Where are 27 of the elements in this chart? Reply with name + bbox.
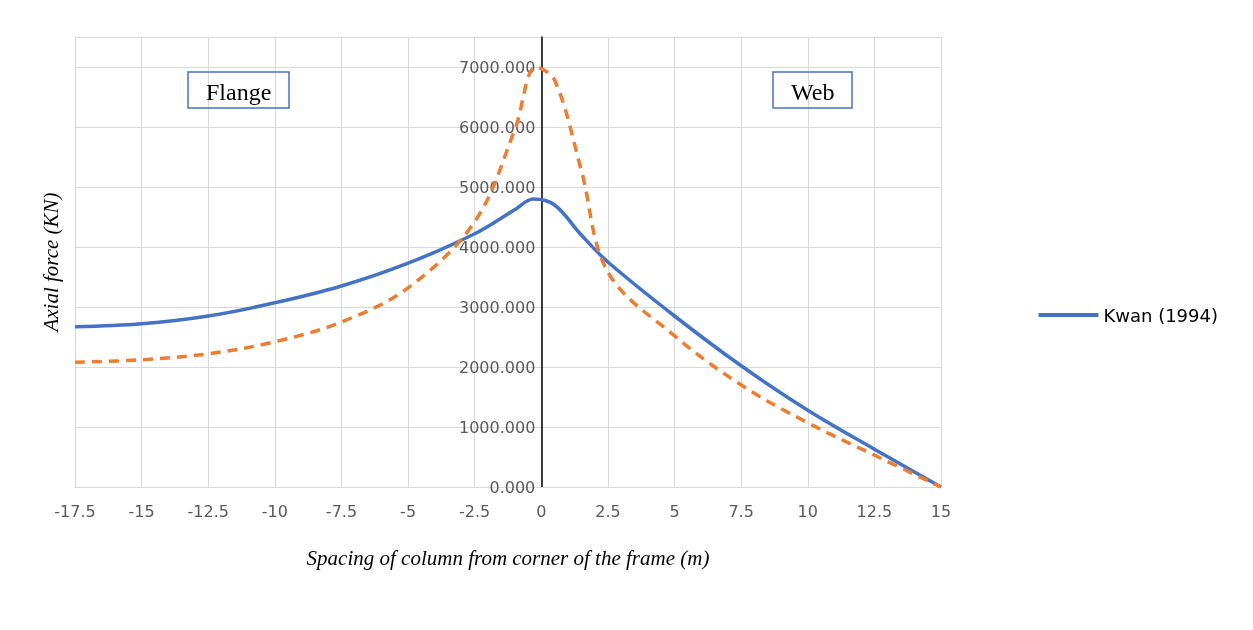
x-tick-label: 10 — [797, 501, 818, 521]
y-tick-label: 1000.000 — [458, 417, 536, 437]
y-tick-label: 0.000 — [489, 477, 536, 497]
x-tick-label: -5 — [400, 501, 417, 521]
x-tick-label: 7.5 — [728, 501, 754, 521]
y-tick-label: 5000.000 — [458, 177, 536, 197]
x-tick-label: -7.5 — [325, 501, 358, 521]
x-tick-label: 2.5 — [595, 501, 621, 521]
x-tick-label: -10 — [261, 501, 288, 521]
x-tick-label: 5 — [669, 501, 680, 521]
x-tick-label: -17.5 — [54, 501, 96, 521]
y-tick-label: 4000.000 — [458, 237, 536, 257]
annotation: Flange — [206, 79, 272, 105]
x-tick-label: -2.5 — [459, 501, 491, 521]
x-tick-label: -15 — [128, 501, 155, 521]
y-axis-title: Axial force (KN) — [38, 192, 63, 334]
y-tick-label: 2000.000 — [458, 357, 536, 377]
x-tick-label: 15 — [930, 501, 952, 521]
y-tick-label: 3000.000 — [458, 297, 536, 317]
x-tick-label: -12.5 — [187, 501, 229, 521]
x-tick-label: 12.5 — [856, 501, 893, 521]
annotation: Web — [791, 79, 835, 105]
x-axis-title: Spacing of column from corner of the frame (m) — [306, 545, 710, 570]
legend-label: Kwan (1994) — [1103, 304, 1219, 326]
y-tick-label: 6000.000 — [458, 117, 536, 137]
y-tick-label: 7000.000 — [458, 57, 536, 77]
x-tick-label: 0 — [536, 501, 547, 521]
